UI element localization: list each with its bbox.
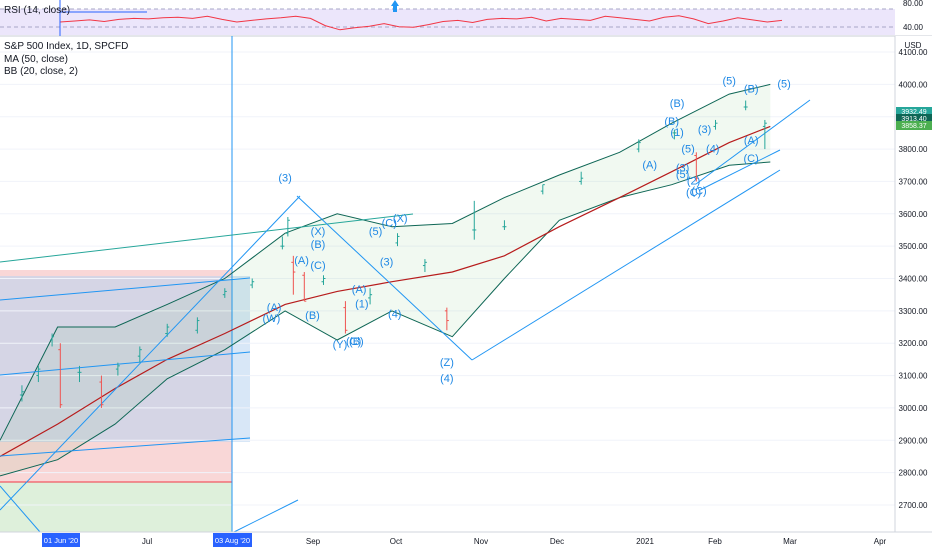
x-tick-label: Sep bbox=[306, 537, 321, 546]
x-tick-label: 2021 bbox=[636, 537, 654, 546]
x-highlight bbox=[213, 533, 252, 547]
wave-label: (5) bbox=[676, 169, 689, 181]
wave-label: (5) bbox=[722, 75, 735, 87]
wave-label: (B) bbox=[305, 310, 320, 322]
wave-label: (Y) bbox=[333, 339, 348, 351]
y-tick-label: 3100.00 bbox=[899, 372, 928, 381]
trend-line bbox=[233, 499, 299, 533]
wave-label: (C) bbox=[686, 187, 701, 199]
y-tick-label: 4100.00 bbox=[899, 48, 928, 57]
trend-line bbox=[0, 437, 251, 457]
bb-fill bbox=[0, 84, 771, 476]
y-tick-label: 3000.00 bbox=[899, 404, 928, 413]
wave-label: (C) bbox=[691, 185, 706, 197]
x-tick-label: Mar bbox=[783, 537, 797, 546]
wave-label: (3) bbox=[698, 124, 711, 136]
y-tick-label: 3400.00 bbox=[899, 275, 928, 284]
price-tag bbox=[896, 121, 932, 130]
wave-label: (4) bbox=[388, 308, 401, 320]
wave-label: (5) bbox=[777, 79, 790, 91]
bb-lower-line bbox=[0, 161, 771, 477]
wave-label: (C) bbox=[382, 218, 397, 230]
wave-label: (X) bbox=[393, 213, 408, 225]
y-tick-label: 4000.00 bbox=[899, 80, 928, 89]
wave-label: (A) bbox=[294, 255, 309, 267]
wave-label: (1) bbox=[355, 299, 368, 311]
y-tick-label: 2700.00 bbox=[899, 501, 928, 510]
x-tick-label: Jul bbox=[142, 537, 152, 546]
x-tick-label: Dec bbox=[550, 537, 564, 546]
rsi-tick-label: 40.00 bbox=[903, 23, 924, 32]
wave-label: (4) bbox=[440, 373, 453, 385]
wave-label: (2) bbox=[687, 176, 700, 188]
trend-line bbox=[0, 485, 41, 533]
trend-line bbox=[695, 99, 811, 185]
arrow-up-icon bbox=[391, 0, 399, 12]
wave-label: (X) bbox=[311, 226, 326, 238]
wave-label: (B) bbox=[664, 116, 679, 128]
legend-ma: MA (50, close) bbox=[4, 54, 68, 65]
wave-label: (A) bbox=[642, 159, 657, 171]
trend-line bbox=[699, 149, 781, 191]
x-tick-label: Feb bbox=[708, 537, 722, 546]
x-highlight-label: 03 Aug '20 bbox=[215, 536, 250, 545]
wave-label: (B) bbox=[349, 336, 364, 348]
y-tick-label: 3500.00 bbox=[899, 242, 928, 251]
wave-label: (5) bbox=[681, 143, 694, 155]
wave-label: (C) bbox=[346, 336, 361, 348]
wave-label: (B) bbox=[311, 239, 326, 251]
wave-label: (W) bbox=[263, 313, 281, 325]
rsi-tick-label: 80.00 bbox=[903, 0, 924, 8]
wave-label: (3) bbox=[380, 257, 393, 269]
x-tick-label: Apr bbox=[874, 537, 887, 546]
zone-green-lower bbox=[0, 482, 232, 532]
rsi-label: RSI (14, close) bbox=[4, 5, 71, 16]
trend-line bbox=[471, 169, 781, 361]
wave-label: (A) bbox=[267, 302, 282, 314]
x-highlight bbox=[42, 533, 80, 547]
wave-label: (C) bbox=[310, 260, 325, 272]
wave-label: (C) bbox=[744, 153, 759, 165]
trend-line bbox=[0, 195, 301, 511]
y-tick-label: 2900.00 bbox=[899, 436, 928, 445]
wave-label: (3) bbox=[278, 172, 291, 184]
y-tick-label: 3700.00 bbox=[899, 177, 928, 186]
currency-label: USD bbox=[905, 41, 922, 50]
wave-label: (Z) bbox=[440, 357, 454, 369]
x-tick-label: Nov bbox=[474, 537, 488, 546]
x-highlight-label: 01 Jun '20 bbox=[44, 536, 78, 545]
rsi-line bbox=[59, 15, 783, 31]
wave-label: (B) bbox=[670, 98, 685, 110]
wave-label: (5) bbox=[369, 226, 382, 238]
y-tick-label: 3200.00 bbox=[899, 339, 928, 348]
price-tag bbox=[896, 114, 932, 123]
y-tick-label: 3300.00 bbox=[899, 307, 928, 316]
price-tag-label: 3858.37 bbox=[901, 123, 926, 130]
bb-upper-line bbox=[0, 83, 771, 441]
wave-label: (1) bbox=[670, 127, 683, 139]
y-tick-label: 3600.00 bbox=[899, 210, 928, 219]
legend-bb: BB (20, close, 2) bbox=[4, 66, 78, 77]
trend-line bbox=[0, 213, 414, 263]
trend-line bbox=[296, 195, 473, 361]
wave-label: (A) bbox=[744, 135, 759, 147]
y-tick-label: 3800.00 bbox=[899, 145, 928, 154]
wave-label: (A) bbox=[352, 284, 367, 296]
price-tag-label: 3932.49 bbox=[901, 109, 926, 116]
chart-title: S&P 500 Index, 1D, SPCFD bbox=[4, 41, 129, 52]
rsi-band bbox=[0, 9, 895, 35]
wave-label: (3) bbox=[676, 163, 689, 175]
ma-line bbox=[0, 125, 771, 458]
y-tick-label: 2800.00 bbox=[899, 469, 928, 478]
trend-line bbox=[0, 351, 251, 376]
wave-label: (4) bbox=[706, 143, 719, 155]
x-tick-label: Oct bbox=[390, 537, 403, 546]
trend-line bbox=[0, 277, 251, 301]
wave-label: (B) bbox=[744, 83, 759, 95]
price-tag-label: 3913.40 bbox=[901, 116, 926, 123]
price-tag bbox=[896, 107, 932, 116]
